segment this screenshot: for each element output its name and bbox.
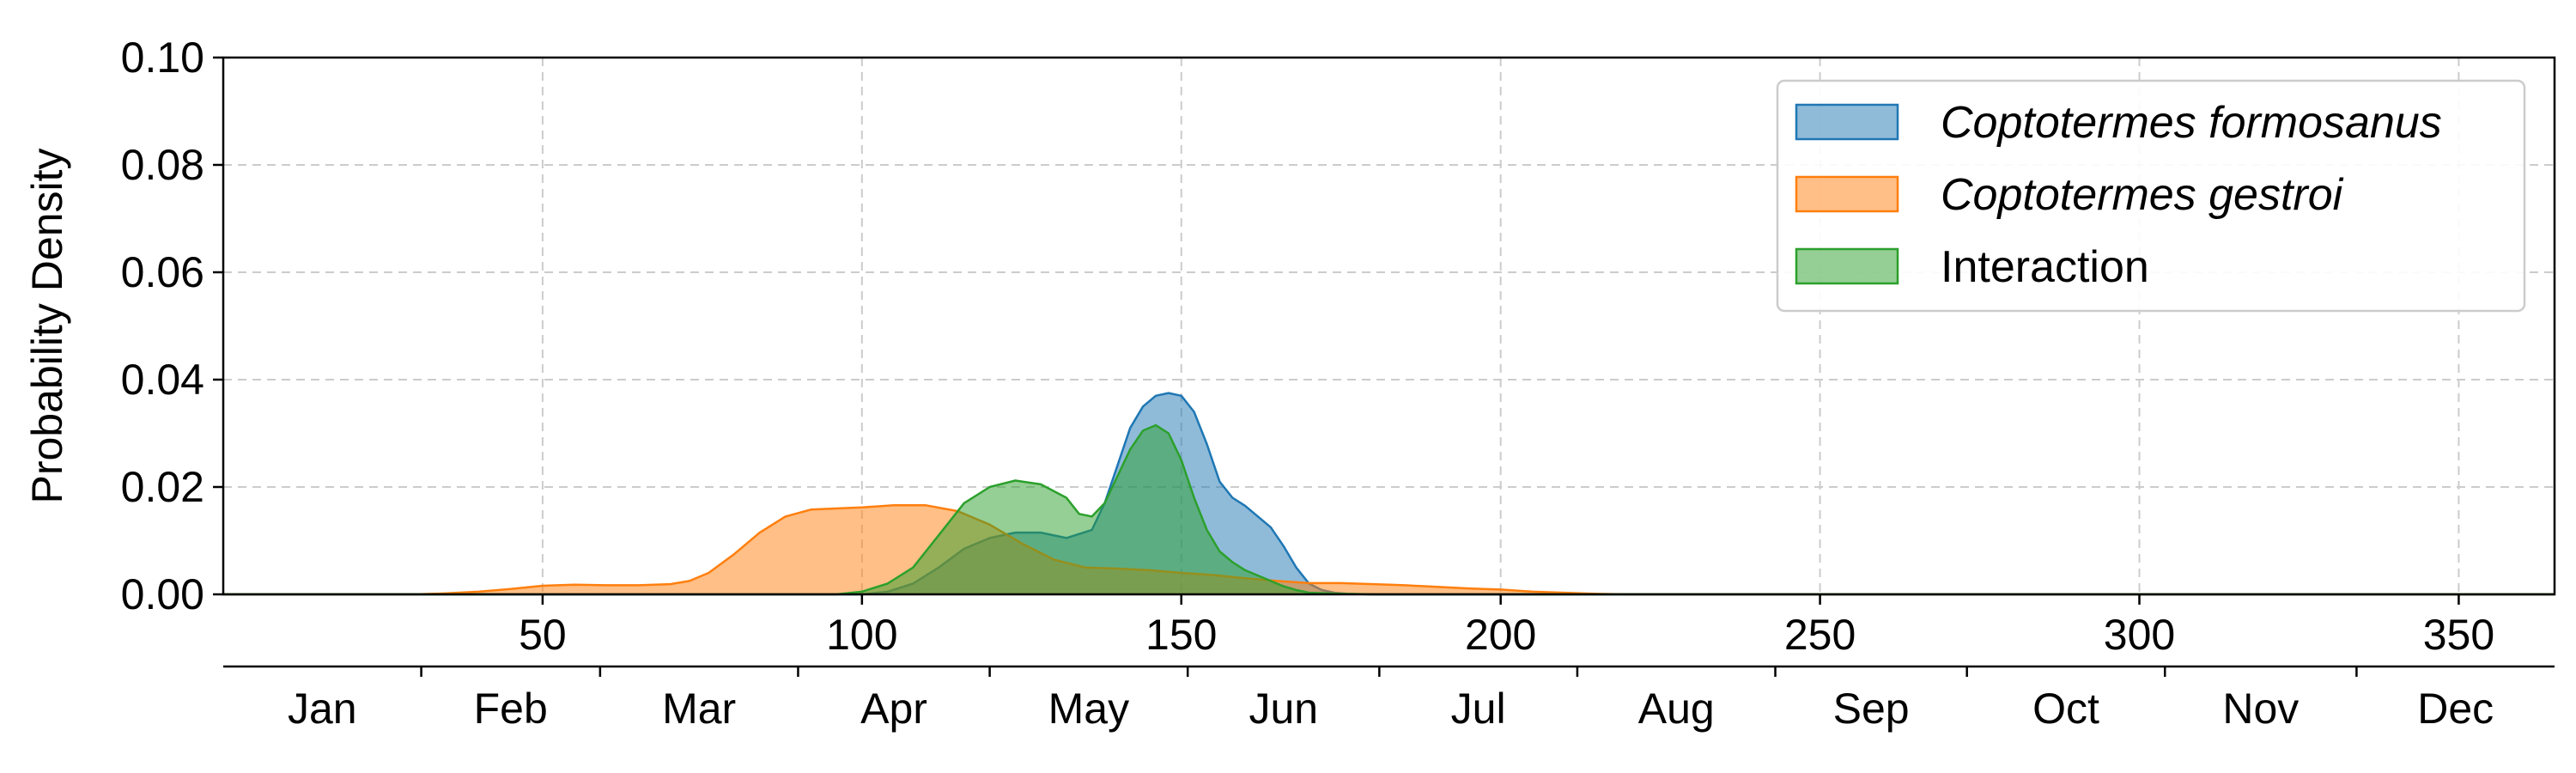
month-label: Jan [288, 685, 357, 733]
month-label: Apr [860, 685, 927, 733]
plot-frame [222, 56, 2556, 596]
legend-label-interaction: Interaction [1941, 242, 2149, 292]
line-coptotermes-gestroi [223, 504, 2555, 596]
x-tick-label: 300 [2104, 611, 2175, 659]
x-tick-label: 50 [519, 611, 567, 659]
month-label: Aug [1638, 685, 1715, 733]
month-label: Jul [1451, 685, 1506, 733]
legend-box [1776, 79, 2526, 313]
month-label: Sep [1833, 685, 1910, 733]
y-axis-label: Probability Density [23, 148, 71, 503]
x-tick-label: 200 [1465, 611, 1536, 659]
month-label: Feb [474, 685, 548, 733]
y-tick-label: 0.10 [121, 33, 204, 82]
legend-label-coptotermes-formosanus: Coptotermes formosanus [1941, 98, 2442, 148]
y-axis: 0.00 0.02 0.04 0.06 0.08 0.10 [121, 33, 223, 618]
area-interaction [223, 425, 2555, 594]
y-tick-label: 0.00 [121, 570, 204, 618]
area-coptotermes-gestroi [223, 505, 2555, 594]
series-areas [223, 392, 2555, 596]
y-tick-label: 0.02 [121, 463, 204, 511]
x-tick-label: 100 [826, 611, 897, 659]
legend-swatch-interaction [1795, 247, 1899, 285]
month-label: May [1048, 685, 1129, 733]
month-label: Dec [2417, 685, 2494, 733]
month-axis: Jan Feb Mar Apr May Jun Jul Aug Sep Oct Nov Dec [223, 665, 2555, 733]
x-tick-label: 350 [2423, 611, 2494, 659]
x-axis: 50 100 150 200 250 300 350 [519, 594, 2494, 659]
month-label: Nov [2222, 685, 2299, 733]
legend: Coptotermes formosanus Coptotermes gestro… [1776, 79, 2526, 313]
legend-label-coptotermes-gestroi: Coptotermes gestroi [1941, 170, 2344, 220]
y-tick-label: 0.04 [121, 356, 204, 404]
y-tick-label: 0.08 [121, 141, 204, 189]
x-tick-label: 250 [1784, 611, 1856, 659]
line-interaction [223, 423, 2555, 596]
legend-swatch-coptotermes-gestroi [1795, 175, 1899, 213]
line-coptotermes-formosanus [223, 392, 2555, 596]
month-label: Mar [662, 685, 736, 733]
area-coptotermes-formosanus [223, 393, 2555, 594]
month-label: Oct [2032, 685, 2099, 733]
x-tick-label: 150 [1145, 611, 1217, 659]
y-tick-label: 0.06 [121, 248, 204, 296]
month-label: Jun [1249, 685, 1318, 733]
legend-swatch-coptotermes-formosanus [1795, 103, 1899, 141]
